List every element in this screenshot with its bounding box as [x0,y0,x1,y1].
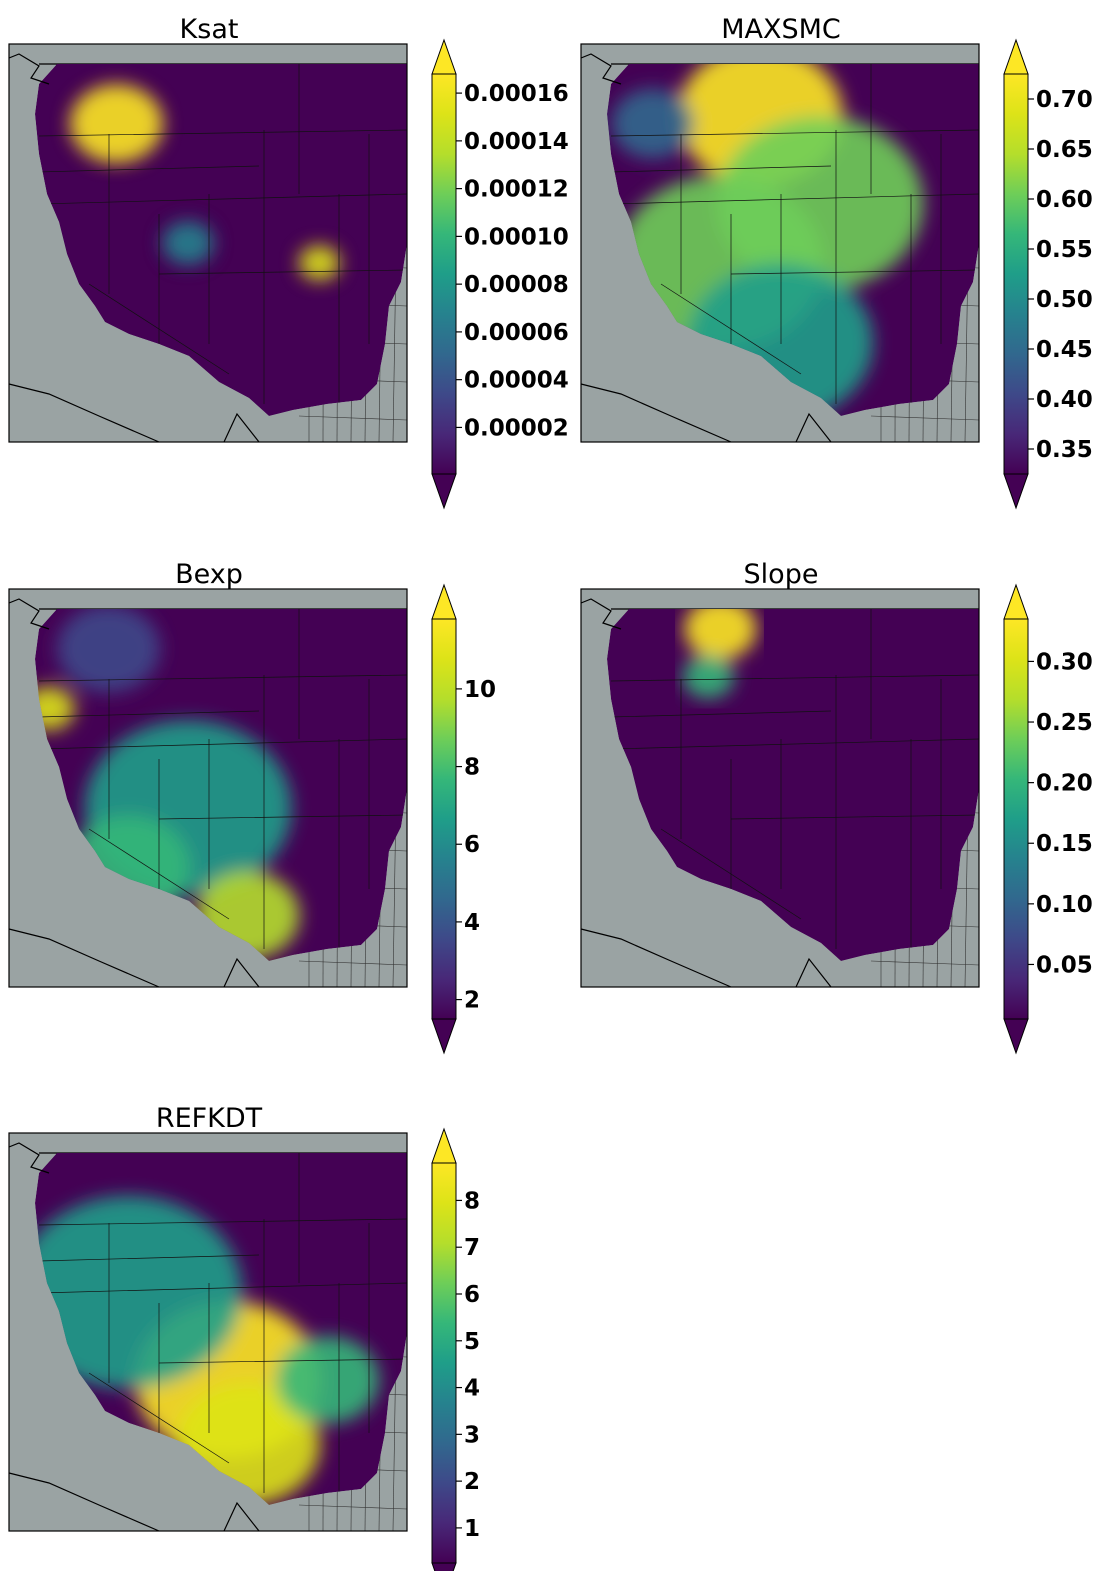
colorbar-tick-label: 7 [464,1235,480,1261]
panel-title: REFKDT [156,1103,263,1134]
colorbar-tick-label: 0.55 [1036,237,1093,263]
map-frame [8,588,408,988]
colorbar-ksat: 0.00002 0.00004 0.00006 0.00008 0.00010 0.000… [431,38,569,510]
colorbar-tick-label: 0.00012 [464,177,569,203]
panel-slope: Slope [580,559,980,988]
colorbar-refkdt: 1 2 3 4 5 6 7 8 [431,1127,480,1571]
colorbar-tick-label: 0.00010 [464,224,569,250]
map-area [580,43,980,443]
colorbar-tick-label: 0.40 [1036,387,1093,413]
coastline-mexico [8,1472,160,1532]
panel-title: Ksat [180,14,239,45]
colorbar-maxsmc: 0.35 0.40 0.45 0.50 0.55 0.60 0.65 0.70 [1003,38,1093,510]
colorbar-tick-label: 8 [464,755,480,781]
colorbar-extend-max [1003,38,1029,75]
colorbar-tick-label: 0.10 [1036,892,1093,918]
colorbar-tick-label: 2 [464,1469,480,1495]
colorbar-tick-label: 4 [464,910,480,936]
colorbar-gradient [431,618,457,1020]
map-area [580,588,980,988]
panel-title: MAXSMC [721,14,841,45]
colorbar-extend-min [431,1018,457,1055]
colorbar-bexp: 2 4 6 8 10 [431,583,496,1055]
colorbar-tick-label: 0.45 [1036,337,1093,363]
map-frame [8,43,408,443]
coastline-mexico [8,383,160,443]
map-area [8,43,408,443]
colorbar-tick-label: 0.70 [1036,87,1093,113]
colorbar-tick-label: 0.00004 [464,368,569,394]
colorbar-tick-label: 8 [464,1188,480,1214]
colorbar-tick-label: 6 [464,1282,480,1308]
colorbar-extend-min [1003,1018,1029,1055]
data-field [607,609,979,961]
panel-title: Slope [744,559,819,590]
county-borders [38,1153,407,1493]
colorbar-gradient [1003,73,1029,475]
colorbar-tick-label: 0.00014 [464,129,569,155]
colorbar-tick-label: 10 [464,677,496,703]
data-field [35,1153,407,1505]
coastline-mexico [580,383,732,443]
colorbar-extend-max [431,38,457,75]
colorbar-extend-min [1003,473,1029,510]
panel-refkdt: REFKDT [8,1103,408,1532]
colorbar-tick-label: 6 [464,832,480,858]
county-borders [610,64,979,404]
colorbar-tick-label: 0.50 [1036,287,1093,313]
map-frame [580,43,980,443]
colorbar-tick-label: 2 [464,988,480,1014]
colorbar-extend-min [431,1562,457,1571]
map-area [8,588,408,988]
colorbar-tick-label: 0.15 [1036,831,1093,857]
data-field [607,64,979,416]
colorbar-tick-label: 4 [464,1376,480,1402]
colorbar-slope: 0.05 0.10 0.15 0.20 0.25 0.30 [1003,583,1093,1055]
colorbar-tick-label: 0.00016 [464,81,569,107]
coastline-mexico [8,928,160,988]
colorbar-extend-max [431,1127,457,1164]
county-borders [38,64,407,404]
colorbar-gradient [1003,618,1029,1020]
county-borders [610,609,979,949]
colorbar-tick-label: 0.00002 [464,415,569,441]
data-field [35,64,407,416]
panel-bexp: Bexp [8,559,408,988]
map-frame [580,588,980,988]
colorbar-gradient [431,1162,457,1564]
colorbar-extend-min [431,473,457,510]
colorbar-tick-label: 0.05 [1036,952,1093,978]
map-frame [8,1132,408,1532]
colorbar-tick-label: 3 [464,1422,480,1448]
colorbar-tick-label: 0.25 [1036,710,1093,736]
colorbar-tick-label: 0.65 [1036,137,1093,163]
colorbar-tick-label: 5 [464,1329,480,1355]
colorbar-tick-label: 0.60 [1036,187,1093,213]
colorbar-tick-label: 0.30 [1036,649,1093,675]
colorbar-gradient [431,73,457,475]
colorbar-tick-label: 1 [464,1516,480,1542]
map-area [8,1132,408,1532]
coastline-mexico [580,928,732,988]
colorbar-extend-max [431,583,457,620]
colorbar-tick-label: 0.00006 [464,320,569,346]
panel-maxsmc: MAXSMC [580,14,980,443]
colorbar-tick-label: 0.20 [1036,771,1093,797]
colorbar-tick-label: 0.00008 [464,272,569,298]
panel-ksat: Ksat [8,14,408,443]
county-borders [38,609,407,949]
colorbar-extend-max [1003,583,1029,620]
colorbar-tick-label: 0.35 [1036,437,1093,463]
panel-title: Bexp [175,559,243,590]
